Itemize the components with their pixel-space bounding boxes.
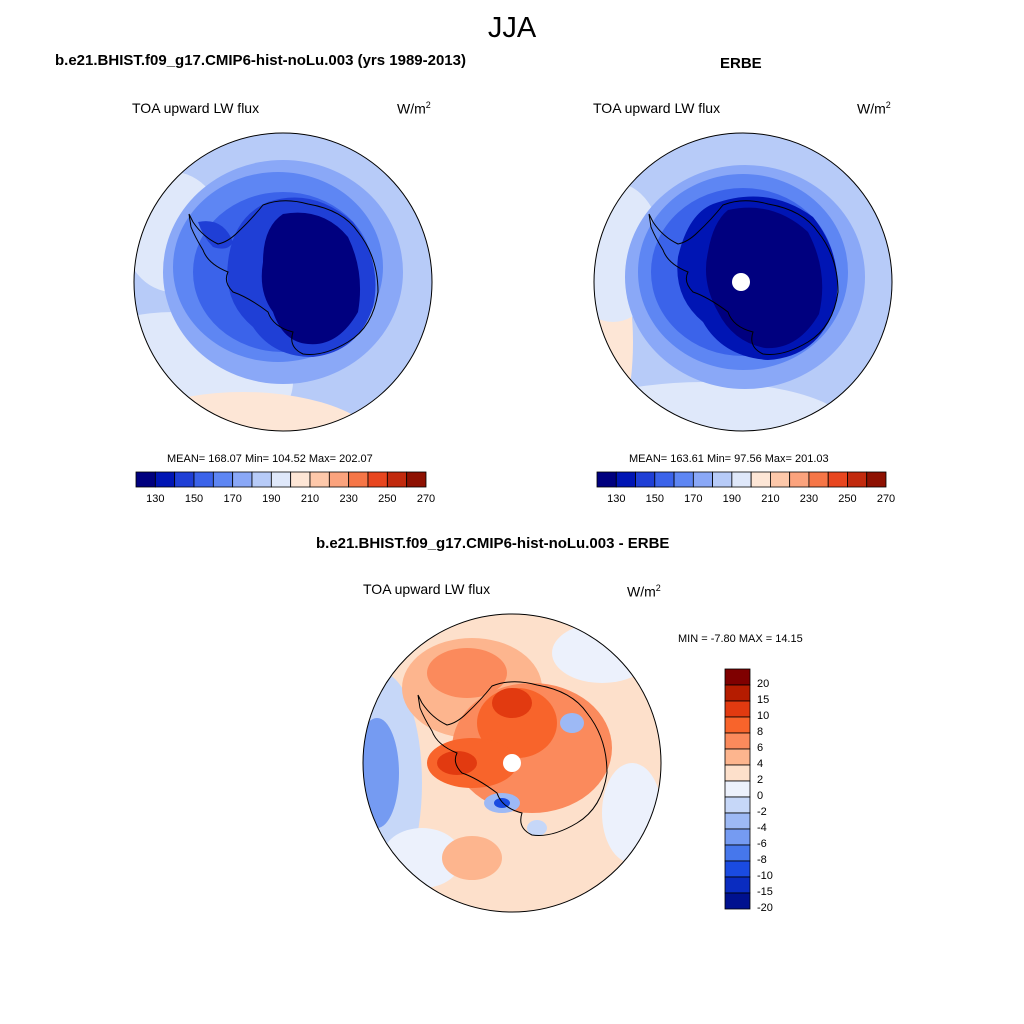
diff-panel-title: b.e21.BHIST.f09_g17.CMIP6-hist-noLu.003 … — [316, 535, 670, 552]
diff-colorbar-swatch — [724, 716, 751, 734]
model-colorbar-swatch — [270, 471, 292, 488]
model-polar-map — [133, 132, 433, 432]
diff-colorbar-swatch — [724, 764, 751, 782]
obs-colorbar-swatch — [712, 471, 733, 488]
diff-colorbar-tick-label: -15 — [757, 886, 773, 898]
obs-colorbar-swatch — [789, 471, 810, 488]
diff-colorbar-tick-label: 8 — [757, 726, 764, 738]
obs-colorbar-swatch — [847, 471, 868, 488]
model-colorbar-tick-label: 270 — [416, 493, 436, 505]
model-colorbar-tick-label: 150 — [184, 493, 204, 505]
model-colorbar-swatch — [386, 471, 408, 488]
diff-colorbar-swatch — [724, 796, 751, 814]
diff-colorbar-tick-label: -20 — [757, 902, 773, 914]
diff-colorbar-tick-label: 20 — [757, 678, 770, 690]
model-stats: MEAN= 168.07 Min= 104.52 Max= 202.07 — [167, 453, 373, 465]
diff-colorbar-swatch — [724, 844, 751, 862]
diff-colorbar-swatch — [724, 876, 751, 894]
model-colorbar-tick-label: 250 — [378, 493, 397, 505]
diff-units-label: W/m2 — [627, 583, 661, 600]
diff-colorbar-tick-label: 15 — [757, 694, 770, 706]
obs-colorbar-tick-label: 150 — [645, 493, 664, 505]
obs-colorbar-swatch — [731, 471, 752, 488]
diff-map-boundary — [362, 613, 662, 913]
model-colorbar — [135, 471, 427, 488]
diff-colorbar-tick-label: 0 — [757, 790, 764, 802]
model-colorbar-swatch — [290, 471, 311, 488]
obs-colorbar-swatch — [635, 471, 656, 488]
obs-colorbar-swatch — [750, 471, 771, 488]
obs-colorbar-swatch — [654, 471, 675, 488]
model-variable-label: TOA upward LW flux — [132, 100, 260, 116]
model-colorbar-tick-label: 230 — [339, 493, 358, 505]
diff-colorbar-tick-label: -2 — [757, 806, 767, 818]
obs-colorbar-tick-label: 270 — [876, 493, 896, 505]
model-colorbar-swatch — [251, 471, 272, 488]
obs-units-label: W/m2 — [857, 100, 891, 117]
obs-colorbar-swatch — [615, 471, 636, 488]
obs-colorbar-swatch — [808, 471, 829, 488]
model-map-boundary — [133, 132, 433, 432]
figure-title: JJA — [487, 12, 537, 44]
obs-colorbar-swatch — [827, 471, 848, 488]
obs-colorbar-swatch — [866, 471, 887, 488]
model-colorbar-swatch — [154, 471, 176, 488]
diff-colorbar-swatch — [724, 748, 751, 766]
diff-colorbar-swatch — [724, 732, 751, 750]
obs-panel-title: ERBE — [720, 55, 762, 72]
model-colorbar-tick-label: 210 — [300, 493, 320, 505]
model-colorbar-tick-label: 170 — [223, 493, 242, 505]
model-colorbar-swatch — [406, 471, 427, 488]
obs-colorbar-tick-label: 210 — [761, 493, 780, 505]
obs-colorbar-swatch — [692, 471, 714, 488]
diff-colorbar-tick-label: 2 — [757, 774, 764, 786]
model-colorbar-swatch — [309, 471, 330, 488]
diff-colorbar-swatch — [724, 828, 751, 846]
diff-colorbar-tick-label: 10 — [757, 710, 770, 722]
obs-colorbar-swatch — [596, 471, 617, 488]
diff-colorbar-tick-label: -10 — [757, 870, 773, 882]
obs-colorbar-tick-label: 190 — [722, 493, 742, 505]
model-units-label: W/m2 — [397, 100, 431, 117]
obs-colorbar-tick-label: 130 — [607, 493, 626, 505]
diff-colorbar-tick-label: 6 — [757, 742, 764, 754]
obs-colorbar — [596, 471, 887, 488]
diff-colorbar-swatch — [724, 812, 751, 830]
diff-colorbar-tick-label: -8 — [757, 854, 767, 866]
model-colorbar-tick-label: 130 — [146, 493, 165, 505]
diff-polar-map — [362, 613, 662, 913]
model-colorbar-swatch — [193, 471, 214, 488]
obs-variable-label: TOA upward LW flux — [593, 100, 721, 116]
model-colorbar-swatch — [135, 471, 156, 488]
diff-colorbar-tick-label: -6 — [757, 838, 767, 850]
diff-colorbar-swatch — [724, 700, 751, 718]
diff-colorbar-swatch — [724, 860, 751, 878]
diff-colorbar-swatch — [724, 684, 751, 702]
model-colorbar-swatch — [367, 471, 388, 488]
diff-colorbar-tick-label: 4 — [757, 758, 764, 770]
model-colorbar-swatch — [174, 471, 195, 488]
obs-colorbar-swatch — [673, 471, 694, 488]
obs-colorbar-tick-label: 170 — [684, 493, 703, 505]
diff-colorbar — [724, 668, 751, 910]
model-colorbar-swatch — [212, 471, 234, 488]
obs-colorbar-swatch — [769, 471, 791, 488]
diff-colorbar-swatch — [724, 892, 751, 910]
diff-colorbar-swatch — [724, 780, 751, 798]
obs-polar-map — [593, 132, 893, 432]
obs-map-boundary — [593, 132, 893, 432]
model-colorbar-tick-label: 190 — [262, 493, 281, 505]
model-panel-title: b.e21.BHIST.f09_g17.CMIP6-hist-noLu.003 … — [55, 52, 466, 69]
model-colorbar-swatch — [232, 471, 253, 488]
obs-colorbar-tick-label: 250 — [838, 493, 857, 505]
obs-colorbar-tick-label: 230 — [799, 493, 819, 505]
diff-colorbar-tick-label: -4 — [757, 822, 767, 834]
diff-colorbar-swatch — [724, 668, 751, 686]
diff-variable-label: TOA upward LW flux — [363, 581, 491, 597]
diff-stats: MIN = -7.80 MAX = 14.15 — [678, 633, 803, 645]
model-colorbar-swatch — [348, 471, 369, 488]
model-colorbar-swatch — [328, 471, 350, 488]
obs-stats: MEAN= 163.61 Min= 97.56 Max= 201.03 — [629, 453, 829, 465]
